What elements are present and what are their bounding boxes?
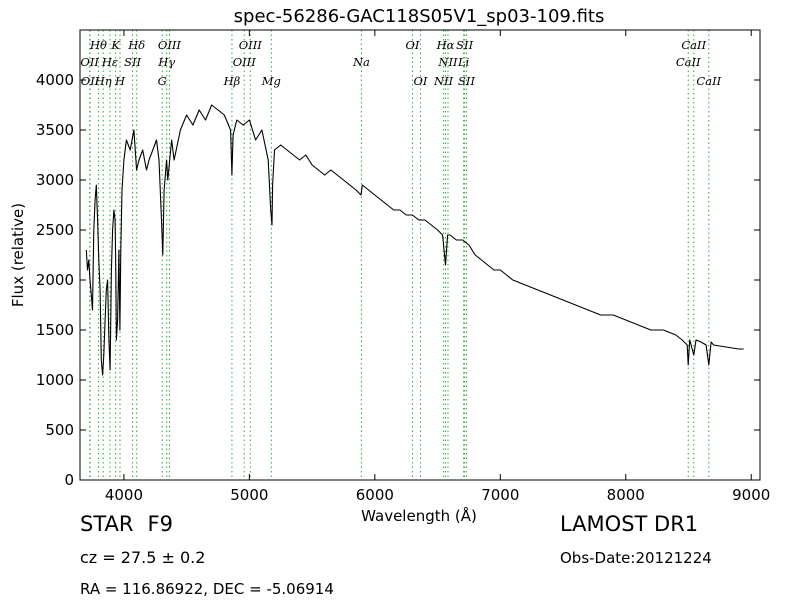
survey-name: LAMOST DR1	[560, 512, 699, 536]
redshift-value: cz = 27.5 ± 0.2	[80, 548, 206, 567]
spectral-line-label: G	[158, 74, 167, 88]
spectral-line-label: Hγ	[157, 55, 175, 69]
spectral-line-label: Hη	[94, 74, 112, 88]
spectral-line-label: OII	[81, 74, 100, 88]
spectral-line-label: NII	[433, 74, 454, 88]
spectral-line-label: SII	[458, 74, 475, 88]
x-tick-label: 8000	[607, 486, 645, 504]
spectral-line-label: OIII	[233, 55, 257, 69]
spectral-line-label: Hδ	[127, 38, 145, 52]
x-tick-label: 4000	[105, 486, 143, 504]
x-tick-label: 6000	[356, 486, 394, 504]
y-tick-label: 4000	[36, 71, 74, 89]
spectral-line-label: Hβ	[223, 74, 241, 88]
plot-frame	[79, 29, 761, 481]
spectral-line-label: Mg	[261, 74, 281, 88]
observation-date: Obs-Date:20121224	[560, 549, 712, 567]
spectral-line-label: CaII	[681, 38, 706, 52]
spectral-line-label: OIII	[158, 38, 182, 52]
x-axis-label: Wavelength (Å)	[361, 506, 477, 525]
spectral-line-label: Li	[457, 55, 470, 69]
y-tick-label: 1000	[36, 371, 74, 389]
y-tick-label: 500	[45, 421, 74, 439]
spectral-line-label: Hε	[101, 55, 118, 69]
spectral-line-label: OI	[414, 74, 428, 88]
spectral-line-label: Hθ	[89, 38, 107, 52]
y-tick-label: 0	[64, 471, 74, 489]
object-class: STAR	[80, 512, 134, 536]
object-subclass: F9	[147, 512, 173, 536]
chart-title: spec-56286-GAC118S05V1_sp03-109.fits	[234, 6, 605, 27]
spectral-line-markers	[89, 30, 710, 480]
spectral-line-label: CaII	[676, 55, 701, 69]
spectral-line-label: K	[110, 38, 121, 52]
spectral-line-label: SII	[124, 55, 141, 69]
spectral-line-label: SII	[456, 38, 473, 52]
spectral-line-label: CaII	[696, 74, 721, 88]
spectral-line-label: Hα	[436, 38, 455, 52]
spectral-line-label: OIII	[239, 38, 263, 52]
sky-coordinates: RA = 116.86922, DEC = -5.06914	[80, 580, 334, 598]
spectrum-series-line	[85, 104, 744, 376]
x-tick-label: 7000	[481, 486, 519, 504]
spectral-line-label: NII	[437, 55, 458, 69]
y-tick-label: 3000	[36, 171, 74, 189]
spectral-line-label: H	[114, 74, 126, 88]
y-tick-label: 3500	[36, 121, 74, 139]
x-tick-label: 5000	[230, 486, 268, 504]
axis-ticks: 4000 5000 6000 7000 8000 9000 0 500 1000 1500 2000…	[36, 30, 770, 504]
y-axis-label: Flux (relative)	[9, 203, 27, 307]
x-tick-label: 9000	[732, 486, 770, 504]
object-classification: STAR F9	[80, 512, 173, 536]
spectral-line-label: OI	[405, 38, 419, 52]
y-tick-label: 2000	[36, 271, 74, 289]
y-tick-label: 2500	[36, 221, 74, 239]
spectral-line-label: Na	[352, 55, 370, 69]
spectral-line-label: OII	[80, 55, 99, 69]
y-tick-label: 1500	[36, 321, 74, 339]
